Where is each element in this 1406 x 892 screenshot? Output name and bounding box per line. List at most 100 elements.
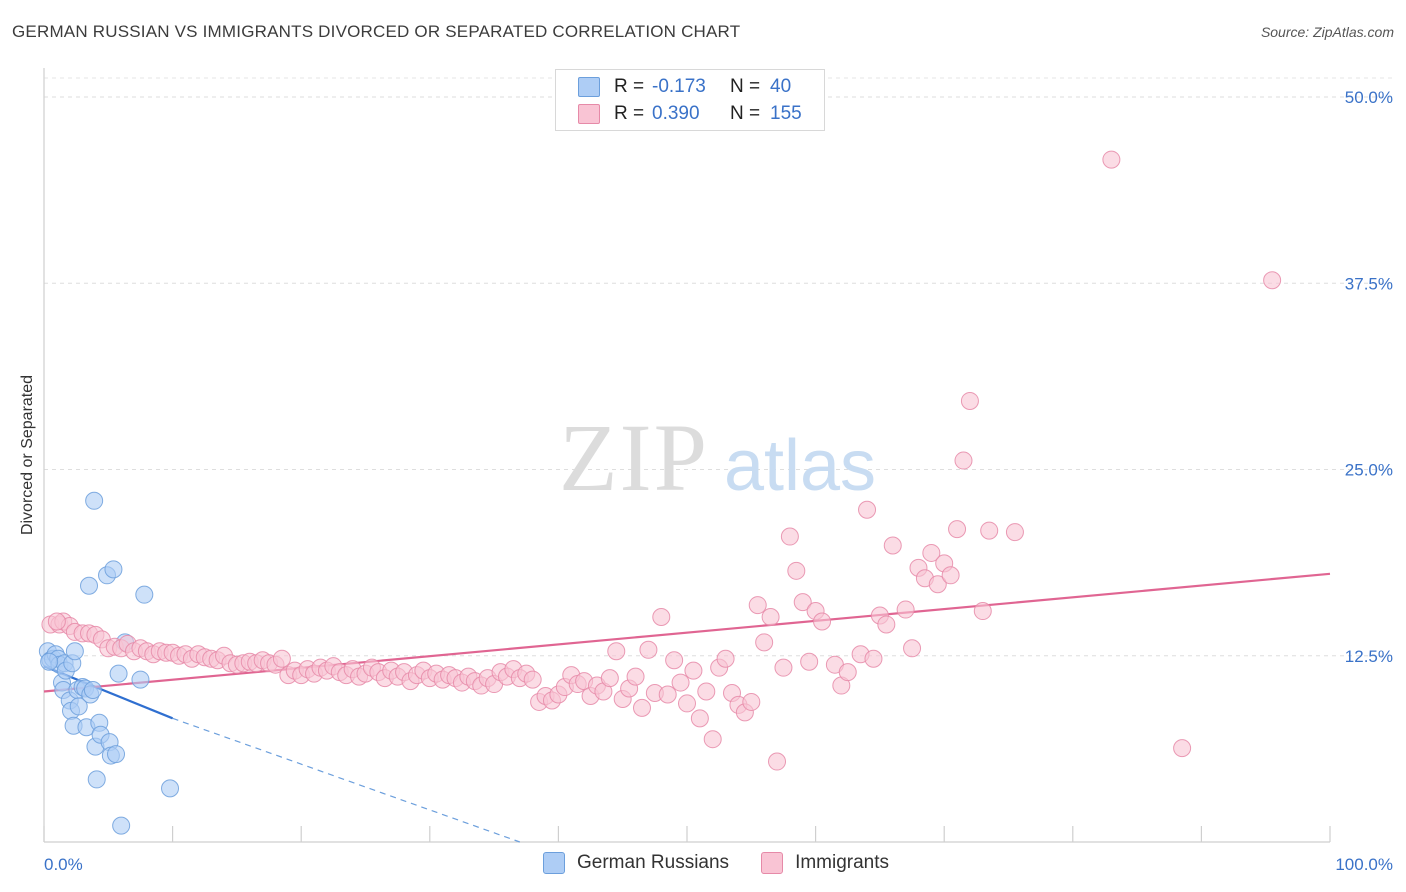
data-point	[896, 600, 915, 619]
chart-source: Source: ZipAtlas.com	[1260, 24, 1394, 40]
data-point	[948, 520, 967, 539]
data-point	[87, 770, 106, 789]
data-point	[787, 561, 806, 580]
chart-title: GERMAN RUSSIAN VS IMMIGRANTS DIVORCED OR…	[12, 22, 741, 41]
trend-line-extension	[172, 717, 521, 843]
data-point	[626, 667, 645, 686]
data-point	[80, 576, 99, 595]
data-point	[1173, 739, 1192, 758]
data-point	[922, 543, 941, 562]
data-point	[864, 649, 883, 668]
data-point	[65, 642, 84, 661]
data-point	[883, 536, 902, 555]
legend-row-german-russians: R = -0.173 N = 40	[578, 74, 791, 100]
x-tick-label: 0.0%	[44, 855, 83, 874]
data-point	[755, 633, 774, 652]
data-point	[40, 652, 59, 671]
data-point	[793, 593, 812, 612]
data-point	[716, 649, 735, 668]
tick-labels: 12.5% 25.0% 37.5% 50.0% 0.0% 100.0%	[44, 88, 1393, 874]
data-point	[941, 566, 960, 585]
stats-legend: R = -0.173 N = 40 R = 0.390 N = 155	[555, 69, 825, 131]
y-tick-label: 25.0%	[1345, 461, 1393, 480]
data-point	[639, 640, 658, 659]
data-point	[980, 521, 999, 540]
data-point	[697, 682, 716, 701]
series-legend: German Russians Immigrants	[543, 852, 921, 874]
data-point	[161, 779, 180, 798]
data-point	[774, 658, 793, 677]
legend-swatch-immigrants	[761, 852, 784, 874]
data-point	[838, 663, 857, 682]
data-point	[658, 685, 677, 704]
legend-row-immigrants: R = 0.390 N = 155	[578, 101, 802, 127]
data-point	[780, 527, 799, 546]
watermark-zip: ZIP	[559, 404, 709, 511]
series-immigrants	[41, 150, 1282, 771]
series-german-russians	[38, 491, 180, 835]
legend-n-value: 40	[770, 76, 792, 97]
legend-label-immigrants: Immigrants	[795, 852, 890, 873]
data-point	[768, 752, 787, 771]
data-point	[703, 730, 722, 749]
legend-swatch-german-russians	[578, 77, 600, 97]
data-point	[877, 615, 896, 634]
data-point	[684, 661, 703, 680]
data-point	[107, 745, 126, 764]
legend-item-german-russians[interactable]: German Russians	[543, 852, 729, 874]
data-point	[690, 709, 709, 728]
data-point	[85, 491, 104, 510]
data-point	[813, 612, 832, 631]
data-point	[748, 596, 767, 615]
data-point	[47, 612, 66, 631]
grid-lines	[44, 77, 1392, 657]
data-point	[131, 670, 150, 689]
data-point	[928, 575, 947, 594]
legend-r-value: 0.390	[652, 103, 700, 124]
data-point	[632, 698, 651, 717]
data-point	[1263, 271, 1282, 290]
legend-swatch-immigrants	[578, 104, 600, 124]
y-tick-label: 12.5%	[1345, 647, 1393, 666]
legend-r-label: R =	[614, 76, 645, 97]
data-point	[69, 697, 88, 716]
legend-item-immigrants[interactable]: Immigrants	[761, 852, 889, 874]
legend-r-value: -0.173	[652, 76, 706, 97]
data-point	[973, 602, 992, 621]
y-tick-label: 50.0%	[1345, 88, 1393, 107]
data-point	[1005, 523, 1024, 542]
legend-n-label: N =	[730, 76, 761, 97]
legend-n-value: 155	[770, 103, 802, 124]
legend-r-label: R =	[614, 103, 645, 124]
data-point	[112, 816, 131, 835]
legend-label-german-russians: German Russians	[577, 852, 730, 873]
y-tick-label: 37.5%	[1345, 274, 1393, 293]
data-point	[1102, 150, 1121, 169]
legend-n-label: N =	[730, 103, 761, 124]
data-point	[109, 664, 128, 683]
watermark: ZIP atlas	[559, 404, 876, 511]
data-point	[954, 451, 973, 470]
data-point	[652, 608, 671, 627]
data-points	[38, 150, 1282, 835]
data-point	[135, 585, 154, 604]
data-point	[272, 649, 291, 668]
data-point	[903, 639, 922, 658]
data-point	[600, 669, 619, 688]
data-point	[800, 652, 819, 671]
watermark-atlas: atlas	[724, 426, 876, 506]
axes	[43, 68, 1331, 843]
legend-swatch-german-russians	[543, 852, 565, 874]
data-point	[678, 694, 696, 713]
data-point	[761, 608, 780, 627]
x-tick-label: 100.0%	[1335, 855, 1393, 874]
data-point	[104, 560, 123, 579]
data-point	[665, 651, 684, 670]
data-point	[523, 670, 542, 689]
data-point	[960, 391, 979, 410]
data-point	[671, 673, 690, 692]
data-point	[742, 692, 761, 711]
data-point	[858, 500, 877, 519]
data-point	[607, 642, 626, 661]
